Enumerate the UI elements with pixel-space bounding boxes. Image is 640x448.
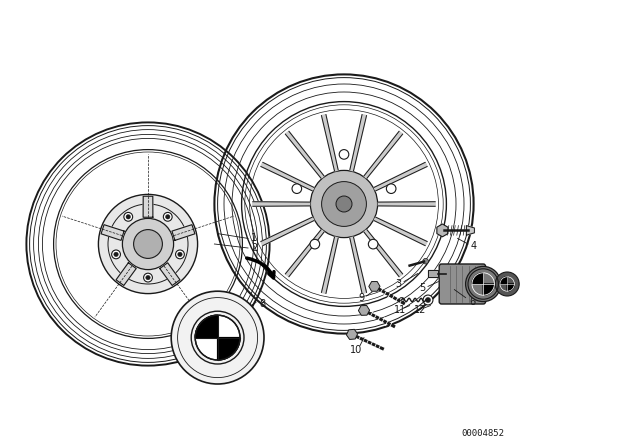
Polygon shape [218, 338, 240, 360]
Polygon shape [500, 277, 507, 284]
Polygon shape [285, 230, 324, 277]
Text: 5: 5 [419, 283, 426, 293]
Polygon shape [358, 306, 369, 315]
Text: 6: 6 [469, 297, 475, 307]
Polygon shape [374, 217, 427, 246]
Circle shape [336, 196, 352, 212]
Circle shape [423, 295, 433, 305]
Text: 8: 8 [259, 299, 266, 309]
Text: 2: 2 [252, 243, 257, 253]
Text: 3: 3 [396, 279, 401, 289]
Polygon shape [261, 217, 314, 246]
Circle shape [339, 150, 349, 159]
Text: 10: 10 [350, 345, 362, 355]
Polygon shape [507, 284, 515, 291]
Circle shape [114, 252, 118, 257]
Circle shape [172, 291, 264, 384]
Circle shape [146, 276, 150, 280]
Polygon shape [160, 263, 180, 285]
Circle shape [134, 229, 163, 258]
Polygon shape [364, 131, 403, 178]
Circle shape [195, 315, 240, 360]
Polygon shape [378, 202, 435, 206]
Circle shape [310, 170, 378, 237]
Polygon shape [116, 263, 136, 285]
Circle shape [310, 239, 319, 249]
Circle shape [124, 212, 132, 221]
Text: 7: 7 [245, 335, 251, 345]
Polygon shape [369, 281, 380, 291]
Circle shape [143, 273, 152, 282]
Text: 12: 12 [414, 306, 426, 315]
Circle shape [111, 250, 120, 259]
Polygon shape [483, 284, 494, 295]
Polygon shape [364, 230, 403, 277]
Text: 00004852: 00004852 [461, 429, 504, 439]
Text: 1: 1 [252, 233, 257, 243]
Circle shape [122, 219, 173, 270]
Circle shape [126, 215, 131, 219]
Polygon shape [101, 225, 124, 241]
Text: 11: 11 [394, 306, 406, 315]
Circle shape [322, 181, 366, 226]
Circle shape [178, 252, 182, 257]
Polygon shape [346, 329, 358, 340]
Polygon shape [195, 315, 218, 338]
Circle shape [163, 212, 172, 221]
Polygon shape [253, 202, 310, 206]
Text: 9: 9 [358, 293, 365, 302]
Polygon shape [143, 196, 153, 217]
Polygon shape [321, 237, 338, 293]
Polygon shape [172, 225, 195, 241]
Circle shape [175, 250, 184, 259]
Circle shape [495, 272, 519, 296]
Polygon shape [350, 237, 367, 293]
Polygon shape [467, 226, 474, 235]
Polygon shape [285, 131, 324, 178]
Polygon shape [472, 273, 483, 284]
Circle shape [99, 194, 198, 293]
Polygon shape [350, 115, 367, 171]
Circle shape [292, 184, 301, 194]
Circle shape [465, 267, 500, 302]
Polygon shape [374, 162, 427, 191]
Text: 4: 4 [470, 241, 477, 251]
Circle shape [426, 297, 431, 302]
Circle shape [387, 184, 396, 194]
Circle shape [166, 215, 170, 219]
Circle shape [423, 258, 428, 264]
FancyBboxPatch shape [439, 264, 486, 304]
Polygon shape [428, 271, 438, 277]
Circle shape [369, 239, 378, 249]
Polygon shape [437, 224, 448, 237]
Polygon shape [321, 115, 338, 171]
Polygon shape [261, 162, 314, 191]
